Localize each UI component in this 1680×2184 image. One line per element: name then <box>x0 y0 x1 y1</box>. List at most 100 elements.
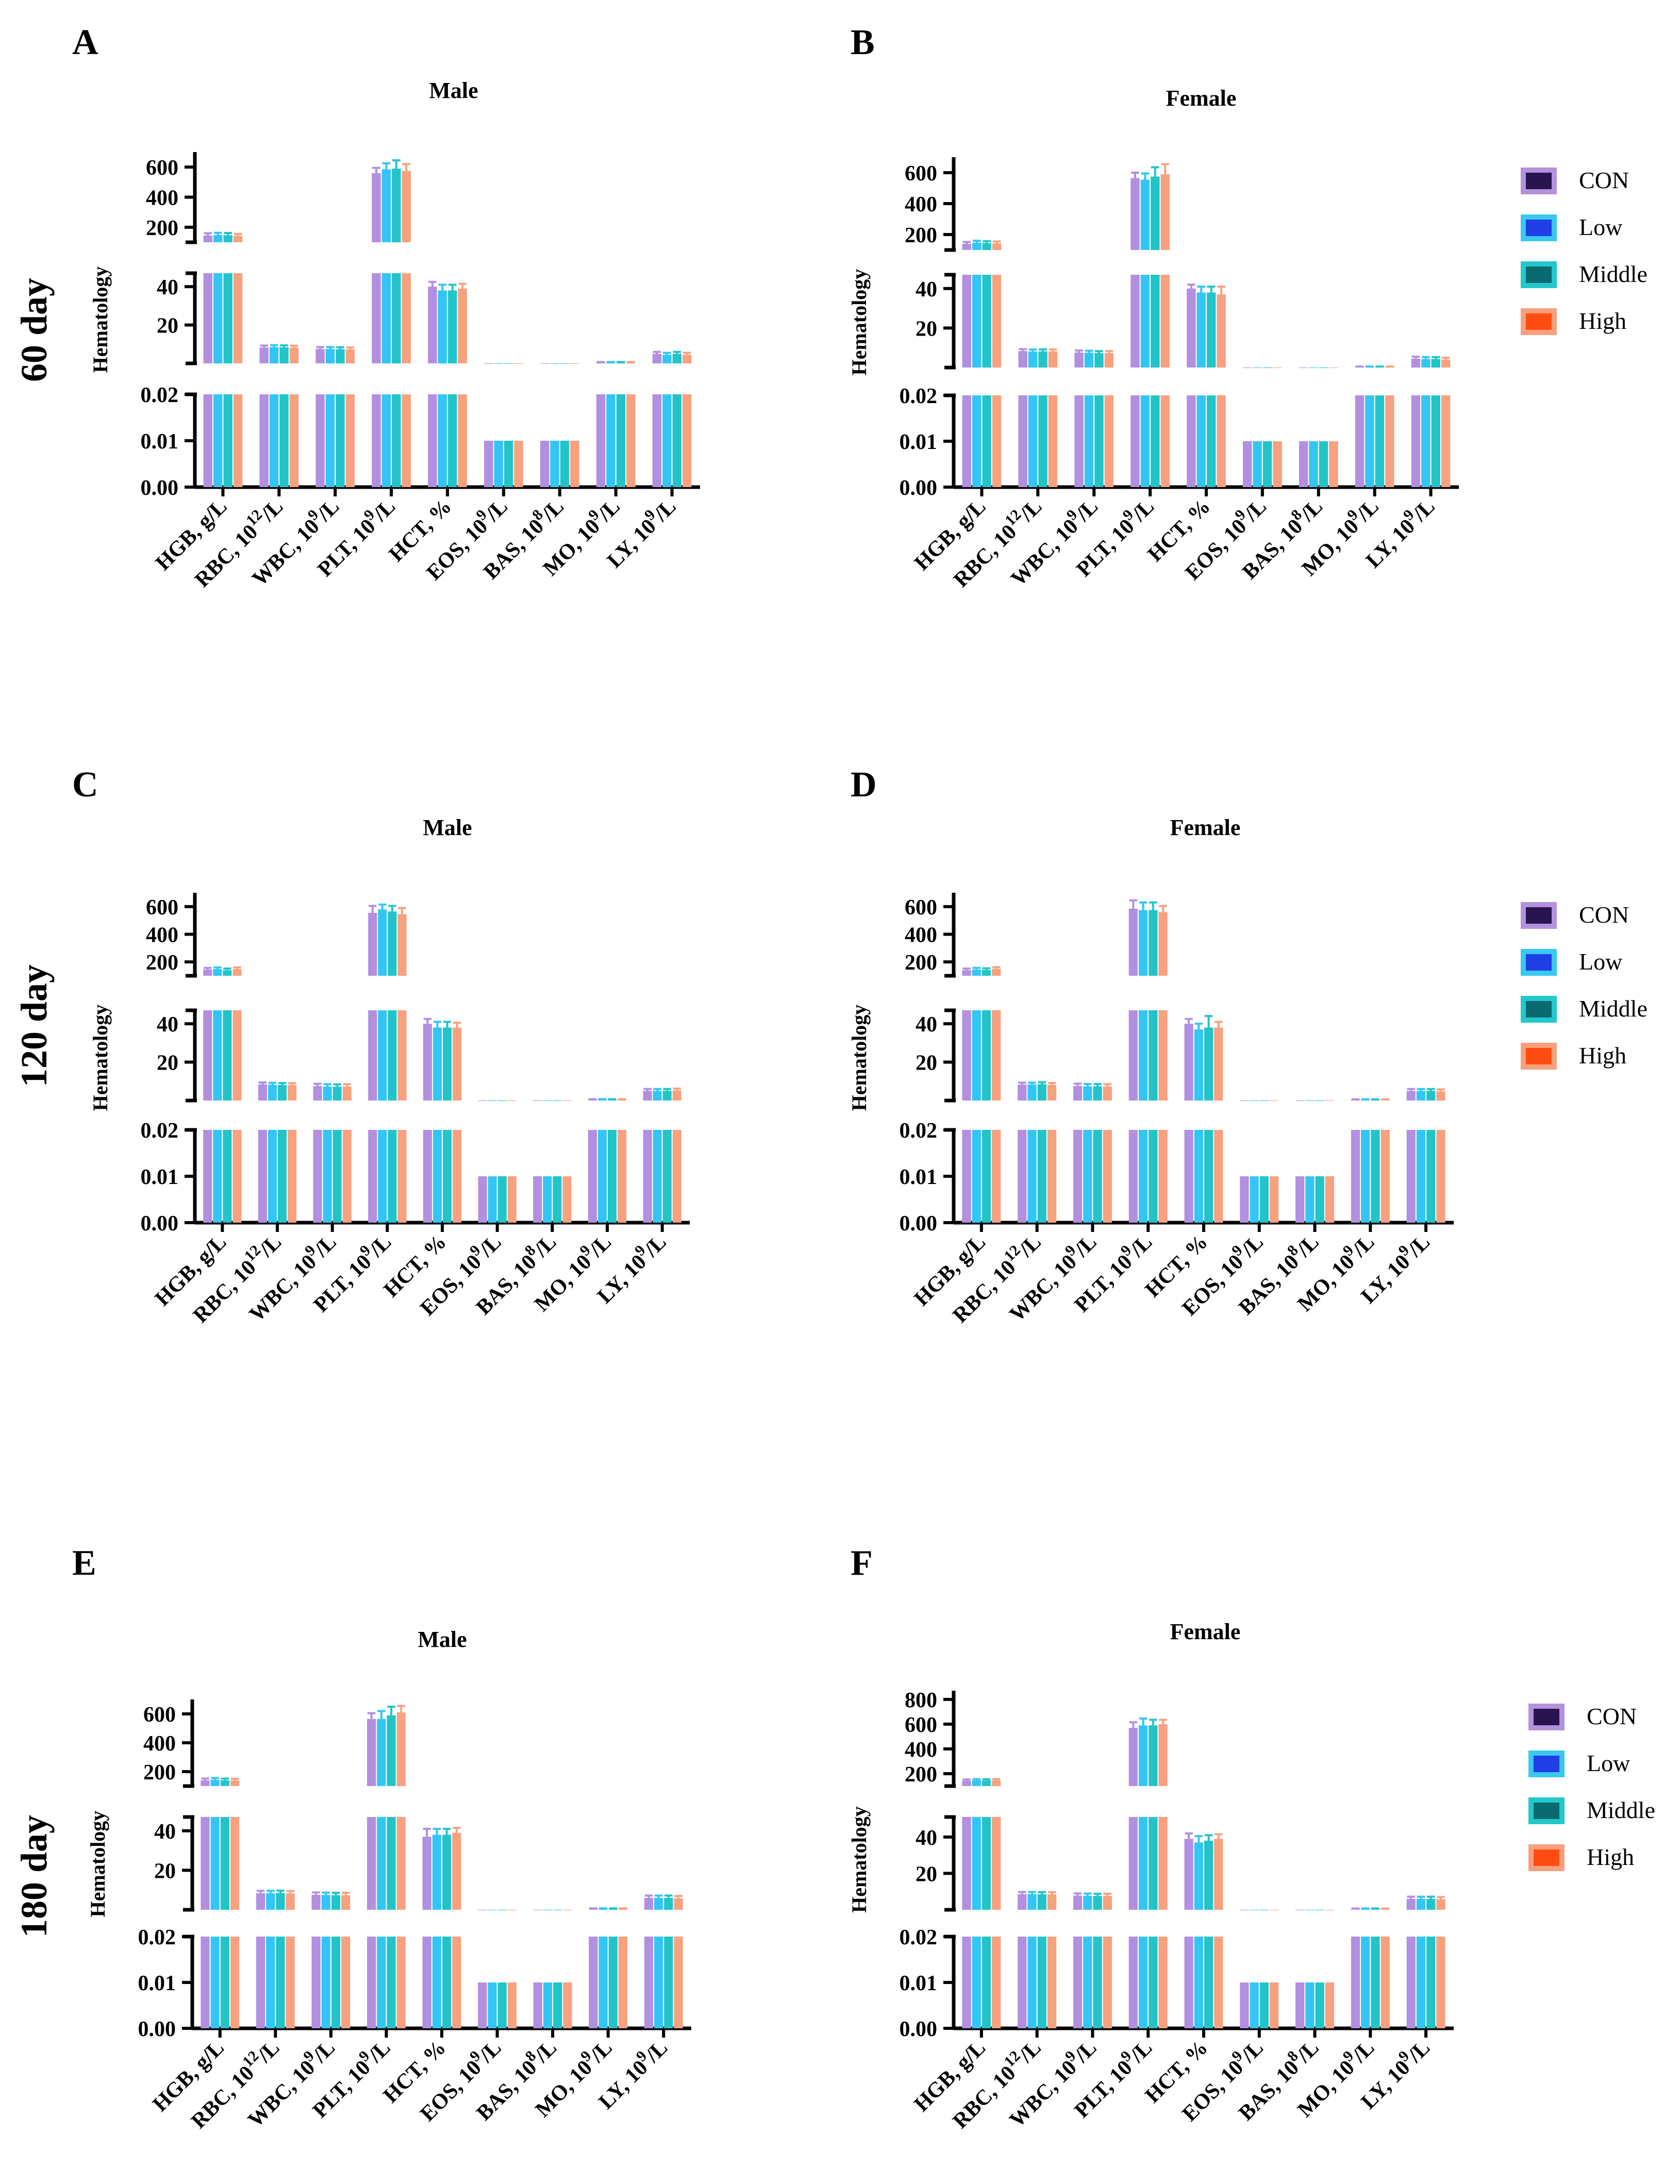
bar-high <box>1214 1937 1223 2028</box>
bar-low <box>266 1893 275 1910</box>
bar-high <box>1104 353 1114 368</box>
bar-low <box>1194 1029 1203 1101</box>
y-tick-label: 0.02 <box>138 1926 176 1949</box>
bar-con <box>1299 441 1308 487</box>
bar-middle <box>664 1898 673 1910</box>
bar-low <box>1083 1937 1092 2028</box>
bar-low <box>377 1937 386 2028</box>
bar-low <box>654 1937 663 2028</box>
bar-con <box>962 395 972 487</box>
bar-con <box>1351 1130 1360 1223</box>
panel-e: E Male Hematology 0.00 0.01 0.02 20 40 200 400 600… <box>72 1543 691 2133</box>
bar-high <box>458 394 467 487</box>
legend-label: Low <box>1579 948 1623 975</box>
bar-con <box>313 1086 322 1101</box>
bar-low <box>1138 1817 1148 1910</box>
bar-high <box>1214 1027 1223 1101</box>
legend-swatch <box>1521 214 1557 241</box>
bar-middle <box>1038 351 1047 368</box>
bar-low <box>662 394 672 487</box>
bar-high <box>1158 1010 1168 1101</box>
bar-high <box>397 1130 407 1223</box>
bar-middle <box>1149 1130 1158 1223</box>
bar-con <box>596 394 606 487</box>
legend-label: CON <box>1579 902 1629 928</box>
bar-high <box>1160 275 1170 368</box>
bar-con <box>203 969 212 976</box>
bar-middle <box>1262 441 1272 487</box>
bar-middle <box>220 1817 229 1910</box>
bar-low <box>1421 395 1431 487</box>
bar-low <box>1361 1937 1370 2028</box>
bar-middle <box>223 273 232 363</box>
bar-low <box>1138 1725 1148 1786</box>
bar-high <box>674 1937 683 2028</box>
bar-low <box>1027 1937 1037 2028</box>
bar-high <box>1436 1937 1445 2028</box>
bar-high <box>1104 395 1114 487</box>
y-tick-label: 0.00 <box>900 2018 938 2041</box>
bar-middle <box>448 394 457 487</box>
y-tick-label: 600 <box>143 1703 176 1727</box>
bar-middle <box>1037 1894 1046 1910</box>
bar-middle <box>331 1937 341 2028</box>
bar-middle <box>1204 1027 1213 1101</box>
bar-high <box>402 171 411 242</box>
bar-con <box>1187 288 1196 368</box>
bar-middle <box>220 1937 229 2028</box>
bar-con <box>367 1719 376 1786</box>
bar-con <box>1128 1817 1138 1910</box>
bar-middle <box>504 441 513 487</box>
legend-swatch <box>1521 996 1557 1023</box>
bar-low <box>488 1982 497 2028</box>
bar-con <box>368 1130 377 1223</box>
bar-middle <box>392 394 401 487</box>
bar-con <box>203 1010 212 1101</box>
bar-high <box>672 1090 681 1101</box>
bar-high <box>1325 1982 1335 2028</box>
y-tick-label: 800 <box>905 1689 937 1712</box>
bar-middle <box>1315 1176 1324 1223</box>
bar-low <box>378 1010 387 1101</box>
bar-low <box>1250 1982 1259 2028</box>
bar-middle <box>276 1893 285 1910</box>
y-axis-label: Hematology <box>86 1811 109 1918</box>
bar-con <box>201 1780 210 1786</box>
bar-low <box>1138 910 1148 976</box>
bar-high <box>452 1832 461 1910</box>
y-tick-label: 40 <box>916 278 937 302</box>
bar-low <box>972 275 982 368</box>
bar-middle <box>1375 395 1385 487</box>
y-tick-label: 20 <box>916 317 937 341</box>
bar-high <box>1160 395 1170 487</box>
bar-low <box>550 441 559 487</box>
chart-title: Female <box>1166 86 1237 111</box>
bar-con <box>256 1893 265 1910</box>
bar-middle <box>1149 910 1158 976</box>
bar-middle <box>1093 1130 1102 1223</box>
bar-high <box>1325 1176 1335 1223</box>
legend-label: Middle <box>1579 261 1648 287</box>
bar-con <box>1130 395 1140 487</box>
bar-low <box>543 1176 552 1223</box>
bar-middle <box>608 1130 617 1223</box>
bar-low <box>1416 1130 1426 1223</box>
bar-low <box>597 1130 607 1223</box>
bar-low <box>1196 292 1206 368</box>
bar-high <box>1441 395 1451 487</box>
bar-middle <box>616 394 626 487</box>
bar-con <box>258 1130 267 1223</box>
bar-con <box>1406 1898 1416 1910</box>
legend-swatch <box>1521 902 1557 929</box>
bar-low <box>1416 1898 1426 1910</box>
bar-high <box>992 275 1002 368</box>
bar-high <box>233 236 243 242</box>
bar-con <box>1406 1091 1416 1101</box>
bar-middle <box>553 1982 562 2028</box>
y-tick-label: 0.00 <box>138 2018 176 2041</box>
bar-middle <box>1204 1937 1213 2028</box>
bar-low <box>1138 1010 1148 1101</box>
y-tick-label: 0.00 <box>141 1212 179 1236</box>
row-label: 60 day <box>13 278 55 382</box>
bar-low <box>1194 1842 1203 1910</box>
